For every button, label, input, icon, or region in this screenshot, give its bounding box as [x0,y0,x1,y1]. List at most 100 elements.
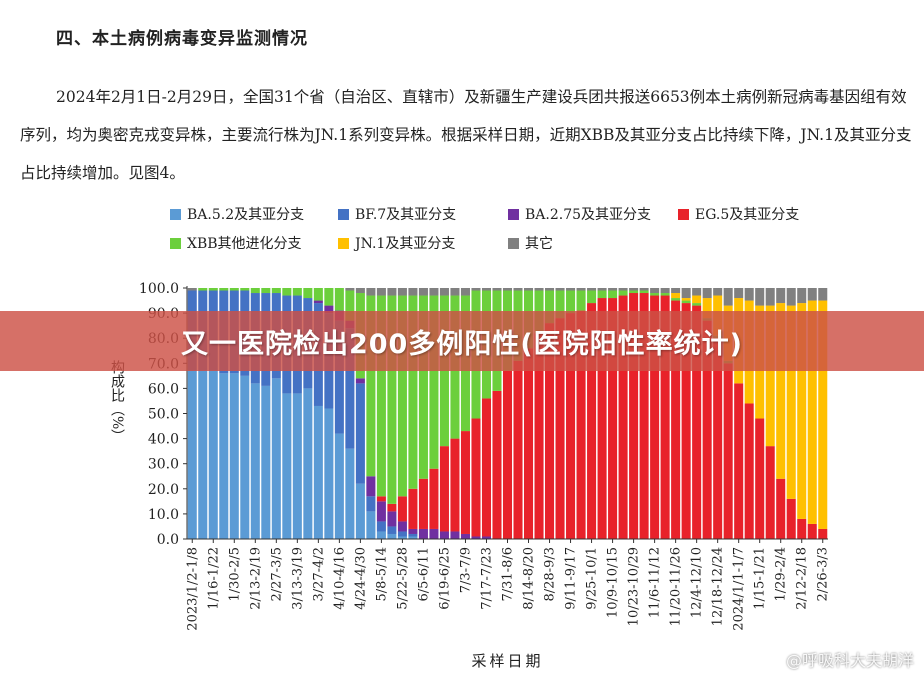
x-tick-label: 7/31-8/6 [501,547,516,602]
legend-item-xbb: XBB其他进化分支 [170,233,302,253]
bar-segment-xbb [650,293,660,296]
legend-swatch [170,237,181,249]
bar-segment-xbb [587,290,597,304]
bar-segment-other [576,288,586,291]
x-tick-label: 9/25-10/1 [585,547,600,610]
x-tick-label: 12/18-12/24 [711,547,726,626]
bar-segment-eg5 [555,318,565,539]
bar-segment-ba52 [261,385,271,539]
bar-segment-other [545,288,555,291]
bar-segment-ba52 [408,536,418,539]
bar-segment-eg5 [660,295,670,539]
x-tick-label: 11/20-11/26 [669,547,684,626]
legend-swatch [678,208,689,220]
bar-segment-jn1 [681,298,691,301]
weibo-icon [759,650,782,668]
legend-item-ba275: BA.2.75及其亚分支 [508,204,651,224]
y-axis-label: 构成比（%） [109,360,125,443]
bar-segment-eg5 [418,478,428,529]
bar-segment-xbb [250,288,260,294]
bar-segment-eg5 [776,478,786,539]
section-heading: 四、本土病例病毒变异监测情况 [56,29,308,49]
bar-segment-other [639,288,649,291]
bar-segment-ba275 [471,536,481,539]
x-tick-label: 3/13-3/19 [290,547,305,610]
x-axis-label: 采样日期 [471,652,543,670]
bar-segment-eg5 [460,431,470,534]
x-tick-label: 6/5-6/11 [416,547,431,602]
y-tick-label: 20.0 [148,482,179,498]
bar-segment-other [597,288,607,291]
bar-segment-xbb [397,295,407,497]
bar-segment-ba52 [376,531,386,539]
bar-segment-other [408,288,418,296]
bar-segment-other [513,288,523,291]
x-tick-label: 5/22-5/28 [395,547,410,610]
bar-segment-eg5 [597,298,607,539]
bar-segment-eg5 [492,390,502,539]
bar-segment-xbb [376,295,386,497]
bar-segment-ba52 [324,408,334,539]
legend-item-bf7: BF.7及其亚分支 [338,204,456,224]
bar-segment-xbb [639,290,649,294]
bar-segment-ba52 [229,373,239,539]
bar-segment-eg5 [513,360,523,539]
bar-segment-ba275 [397,521,407,532]
bar-segment-other [566,288,576,291]
legend-swatch [170,208,181,220]
bar-segment-other [755,288,765,306]
bar-segment-other [660,288,670,294]
bar-segment-ba52 [334,433,344,539]
bar-segment-jn1 [671,293,681,299]
x-tick-label: 2/27-3/5 [269,547,284,602]
bar-segment-ba275 [355,378,365,384]
x-tick-label: 10/9-10/15 [606,547,621,618]
x-tick-label: 8/14-8/20 [522,547,537,610]
bar-segment-eg5 [807,523,817,539]
bar-segment-xbb [261,288,271,294]
y-tick-label: 10.0 [148,507,179,523]
x-tick-label: 2/26-3/3 [816,547,831,602]
bar-segment-xbb [313,288,323,301]
bar-segment-eg5 [534,333,544,539]
bar-segment-xbb [208,288,218,291]
bar-segment-xbb [566,290,576,314]
bar-segment-eg5 [450,438,460,532]
bar-segment-ba275 [429,528,439,539]
y-tick-label: 50.0 [148,407,179,423]
bar-segment-other [187,288,197,291]
x-tick-label: 12/4-12/10 [690,547,705,618]
bar-segment-other [587,288,597,291]
bar-segment-ba52 [282,393,292,539]
bar-segment-eg5 [387,503,397,512]
x-tick-label: 6/19-6/25 [438,547,453,610]
bar-segment-other [723,288,733,306]
bar-segment-other [776,288,786,304]
bar-segment-ba52 [345,448,355,539]
bar-segment-other [524,288,534,291]
legend-label: XBB其他进化分支 [187,236,302,252]
bar-segment-other [555,288,565,291]
bar-segment-xbb [408,295,418,489]
bar-segment-other [650,288,660,294]
bar-segment-other [418,288,428,296]
bar-segment-eg5 [502,370,513,539]
bar-segment-other [450,288,460,296]
x-tick-label: 2023/1/2-1/8 [185,547,200,631]
bar-segment-ba52 [397,536,407,539]
bar-segment-eg5 [639,293,649,539]
bar-segment-xbb [324,288,334,306]
bar-segment-ba275 [481,536,492,539]
bar-segment-other [681,288,691,299]
bar-segment-xbb [387,295,397,504]
bar-segment-xbb [555,290,565,319]
legend-item-eg5: EG.5及其亚分支 [678,204,799,224]
x-tick-label: 7/17-7/23 [480,547,495,610]
bar-segment-other [734,288,744,299]
overlay-banner: 又一医院检出200多例阳性(医院阳性率统计) [0,311,924,371]
bar-segment-eg5 [755,418,765,539]
bar-segment-other [366,288,376,296]
legend-item-jn1: JN.1及其亚分支 [338,233,455,253]
y-tick-label: 30.0 [148,457,179,473]
bar-segment-xbb [597,290,607,299]
